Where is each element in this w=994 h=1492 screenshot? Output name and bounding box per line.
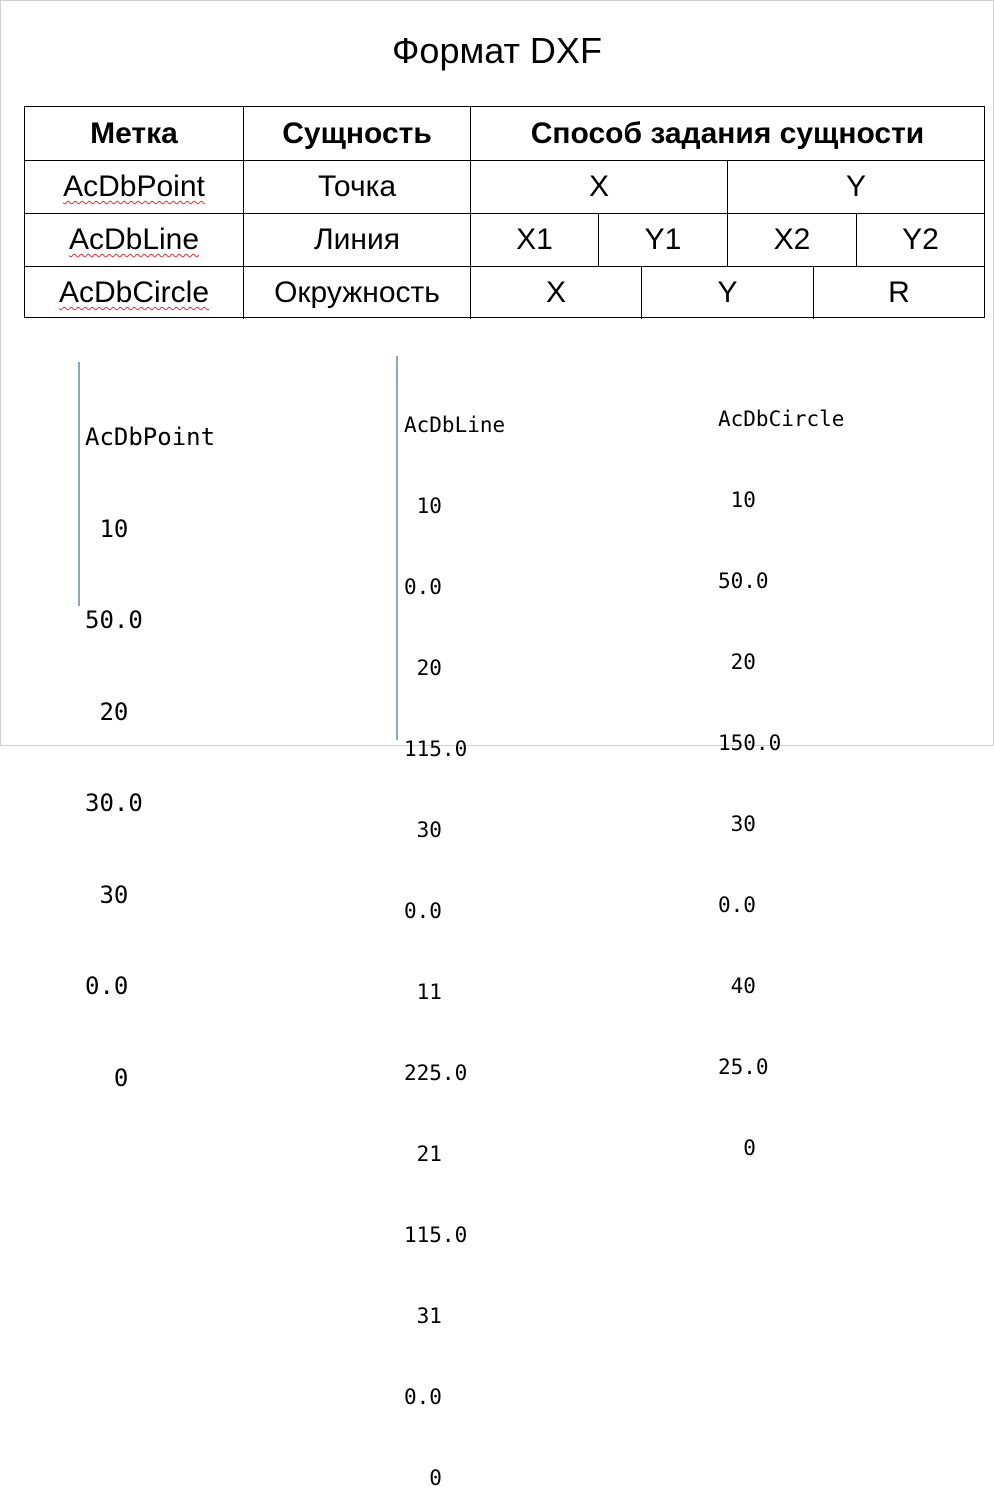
code-line: 30: [85, 880, 129, 909]
param-line-y2: Y2: [856, 213, 984, 266]
code-line: 115.0: [404, 737, 468, 761]
code-line: 0.0: [404, 1385, 442, 1409]
entity-circle: Окружность: [243, 266, 470, 319]
entity-table: Метка Сущность Способ задания сущности A…: [24, 106, 985, 319]
param-line-x2: X2: [727, 213, 856, 266]
header-label: Метка: [90, 116, 178, 150]
entity-line: Линия: [243, 213, 470, 266]
code-line: AcDbCircle: [718, 407, 845, 431]
code-line: 115.0: [404, 1223, 468, 1247]
code-line: 0.0: [404, 899, 442, 923]
code-line: 31: [404, 1304, 442, 1328]
line-code-block: AcDbLine 10 0.0 20 115.0 30 0.0 11 225.0…: [404, 358, 505, 1492]
header-method: Способ задания сущности: [470, 107, 984, 160]
circle-code-block: AcDbCircle 10 50.0 20 150.0 30 0.0 40 25…: [718, 352, 844, 1189]
code-line: 20: [718, 650, 756, 674]
code-line: AcDbPoint: [85, 423, 216, 451]
code-line: 0: [718, 1136, 756, 1160]
param-circle-y: Y: [641, 266, 813, 319]
code-line: 225.0: [404, 1061, 468, 1085]
code-line: 30: [718, 812, 756, 836]
entity-point: Точка: [243, 160, 470, 213]
param-point-y: Y: [727, 160, 984, 213]
code-line: 0.0: [85, 972, 129, 1000]
code-line: 150.0: [718, 731, 782, 755]
code-line: 10: [85, 514, 129, 543]
param-line-x1: X1: [470, 213, 598, 266]
point-code-margin: [78, 362, 80, 606]
code-line: 20: [85, 697, 129, 726]
code-line: 0: [404, 1466, 442, 1490]
label-acdbline: AcDbLine: [68, 223, 200, 256]
param-line-y1: Y1: [598, 213, 727, 266]
label-acdbpoint: AcDbPoint: [63, 170, 205, 203]
point-code-block: AcDbPoint 10 50.0 20 30.0 30 0.0 0: [85, 361, 215, 1124]
code-line: 50.0: [85, 606, 143, 634]
param-circle-x: X: [470, 266, 641, 319]
code-line: 0.0: [718, 893, 756, 917]
code-line: 0: [85, 1063, 129, 1092]
code-line: 25.0: [718, 1055, 769, 1079]
slide-title: Формат DXF: [392, 30, 602, 71]
line-code-margin: [396, 356, 398, 740]
code-line: 11: [404, 980, 442, 1004]
code-line: 10: [404, 494, 442, 518]
code-line: 30.0: [85, 789, 143, 817]
code-line: AcDbLine: [404, 413, 506, 437]
param-circle-r: R: [813, 266, 984, 319]
code-line: 30: [404, 818, 442, 842]
code-line: 10: [718, 488, 756, 512]
header-entity: Сущность: [243, 107, 470, 160]
param-point-x: X: [470, 160, 727, 213]
code-line: 50.0: [718, 569, 769, 593]
code-line: 0.0: [404, 575, 442, 599]
code-line: 21: [404, 1142, 442, 1166]
label-acdbcircle: AcDbCircle: [58, 276, 210, 309]
code-line: 40: [718, 974, 756, 998]
code-line: 20: [404, 656, 442, 680]
